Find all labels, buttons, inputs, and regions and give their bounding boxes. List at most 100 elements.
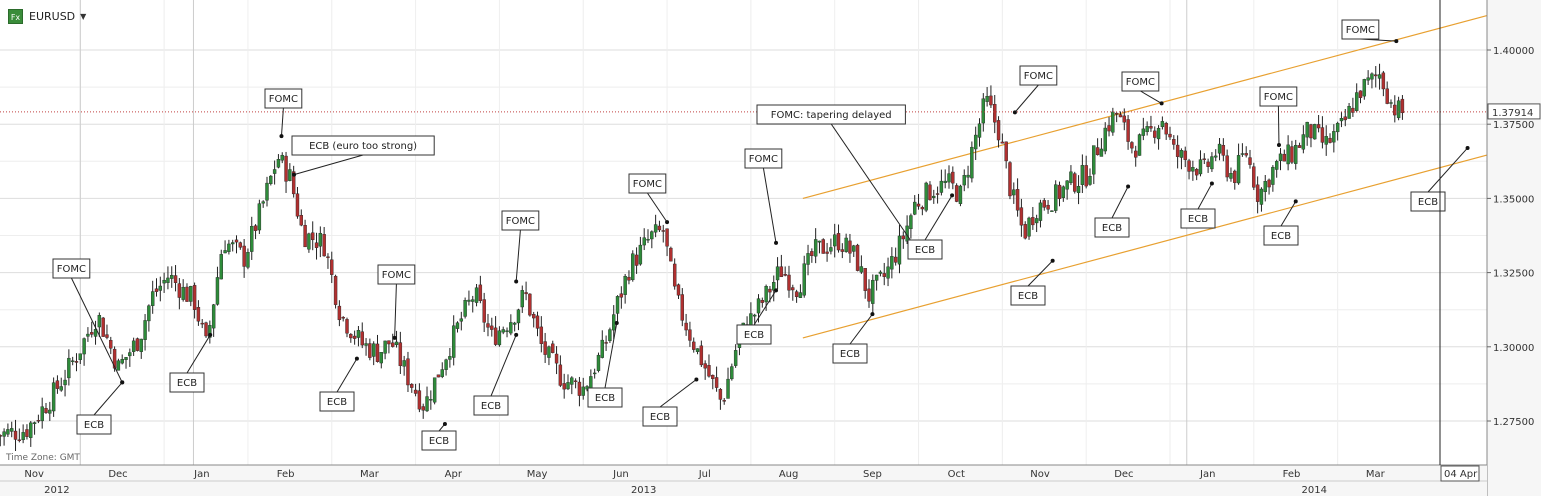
candle-body[interactable] (459, 318, 464, 322)
candle-body[interactable] (570, 377, 574, 385)
annotation-box[interactable] (264, 88, 303, 109)
annotation-box[interactable] (1180, 208, 1216, 229)
candle-body[interactable] (158, 285, 163, 291)
candle-body[interactable] (295, 193, 300, 217)
candle-body[interactable] (1294, 145, 1298, 164)
candle-body[interactable] (368, 343, 372, 358)
candle-body[interactable] (413, 389, 418, 394)
candle-body[interactable] (947, 173, 951, 183)
candle-body[interactable] (82, 338, 86, 355)
candle-body[interactable] (836, 233, 841, 251)
candle-body[interactable] (1309, 124, 1313, 139)
candle-body[interactable] (406, 358, 410, 386)
candle-body[interactable] (954, 185, 959, 202)
candle-body[interactable] (1362, 79, 1367, 97)
candle-body[interactable] (223, 250, 227, 254)
candle-body[interactable] (810, 251, 814, 257)
candle-body[interactable] (501, 329, 505, 333)
candle-body[interactable] (840, 249, 845, 252)
candle-body[interactable] (451, 325, 456, 358)
candle-body[interactable] (394, 341, 399, 346)
candle-body[interactable] (532, 314, 536, 319)
candle-body[interactable] (1153, 130, 1157, 138)
candle-body[interactable] (890, 256, 894, 270)
annotation-box[interactable] (52, 258, 91, 279)
candle-body[interactable] (711, 374, 715, 379)
candle-body[interactable] (1149, 126, 1153, 129)
candle-body[interactable] (1156, 127, 1161, 140)
candle-body[interactable] (1008, 162, 1012, 197)
annotation-box[interactable] (1121, 71, 1160, 92)
candle-body[interactable] (539, 326, 544, 344)
candle-body[interactable] (1393, 104, 1397, 116)
candle-body[interactable] (619, 293, 624, 298)
candle-body[interactable] (1183, 150, 1187, 160)
candle-body[interactable] (173, 275, 178, 284)
candle-body[interactable] (943, 180, 947, 183)
candle-body[interactable] (547, 346, 551, 358)
candle-body[interactable] (1354, 92, 1359, 111)
candle-body[interactable] (1313, 124, 1317, 140)
annotation-box[interactable] (377, 264, 416, 285)
candle-body[interactable] (1053, 184, 1058, 211)
candle-body[interactable] (772, 282, 776, 291)
candle-body[interactable] (116, 360, 121, 371)
candle-body[interactable] (1374, 74, 1378, 77)
candle-body[interactable] (1088, 176, 1092, 185)
candle-body[interactable] (592, 372, 597, 375)
annotation-box[interactable] (169, 372, 205, 393)
candle-body[interactable] (779, 266, 784, 278)
candle-body[interactable] (1225, 155, 1229, 178)
candle-body[interactable] (1038, 202, 1043, 221)
candle-body[interactable] (653, 224, 658, 233)
candle-body[interactable] (36, 420, 41, 422)
candle-body[interactable] (383, 340, 387, 354)
candle-body[interactable] (147, 305, 151, 322)
annotation-box[interactable] (628, 173, 667, 194)
candle-body[interactable] (1191, 167, 1195, 172)
annotation-box[interactable] (1410, 191, 1446, 212)
candle-body[interactable] (0, 435, 2, 437)
candle-body[interactable] (1175, 144, 1180, 157)
candle-body[interactable] (722, 400, 726, 402)
candle-body[interactable] (1339, 118, 1344, 122)
candle-body[interactable] (242, 245, 246, 267)
candle-body[interactable] (920, 207, 925, 210)
candle-body[interactable] (1160, 121, 1165, 128)
candle-body[interactable] (516, 309, 521, 324)
candle-body[interactable] (1389, 102, 1393, 104)
candle-body[interactable] (1214, 155, 1218, 158)
candle-body[interactable] (192, 285, 197, 310)
candle-body[interactable] (901, 235, 905, 240)
candle-body[interactable] (1233, 170, 1237, 183)
candle-body[interactable] (543, 341, 547, 355)
candle-body[interactable] (276, 159, 281, 168)
candle-body[interactable] (1255, 184, 1260, 202)
candle-body[interactable] (120, 359, 124, 364)
annotation-box[interactable] (1263, 225, 1299, 246)
candle-body[interactable] (349, 334, 353, 339)
candle-body[interactable] (333, 275, 338, 305)
candle-body[interactable] (86, 333, 90, 337)
candle-body[interactable] (93, 329, 98, 337)
candle-body[interactable] (589, 376, 593, 389)
candle-body[interactable] (44, 408, 48, 414)
candle-body[interactable] (463, 300, 467, 317)
candle-body[interactable] (958, 185, 963, 204)
candle-body[interactable] (78, 353, 82, 360)
candle-body[interactable] (2, 431, 6, 437)
candle-body[interactable] (1019, 207, 1024, 226)
candle-body[interactable] (802, 263, 806, 296)
candle-body[interactable] (1118, 114, 1123, 118)
candle-body[interactable] (109, 340, 113, 349)
candle-body[interactable] (848, 240, 852, 254)
candle-body[interactable] (935, 193, 940, 195)
candle-body[interactable] (733, 350, 738, 366)
candle-body[interactable] (672, 263, 677, 287)
candle-body[interactable] (863, 268, 867, 291)
candle-body[interactable] (341, 316, 345, 319)
candle-body[interactable] (482, 299, 486, 323)
candle-body[interactable] (916, 203, 921, 207)
candle-body[interactable] (1332, 131, 1336, 143)
annotation-box[interactable] (1010, 285, 1046, 306)
